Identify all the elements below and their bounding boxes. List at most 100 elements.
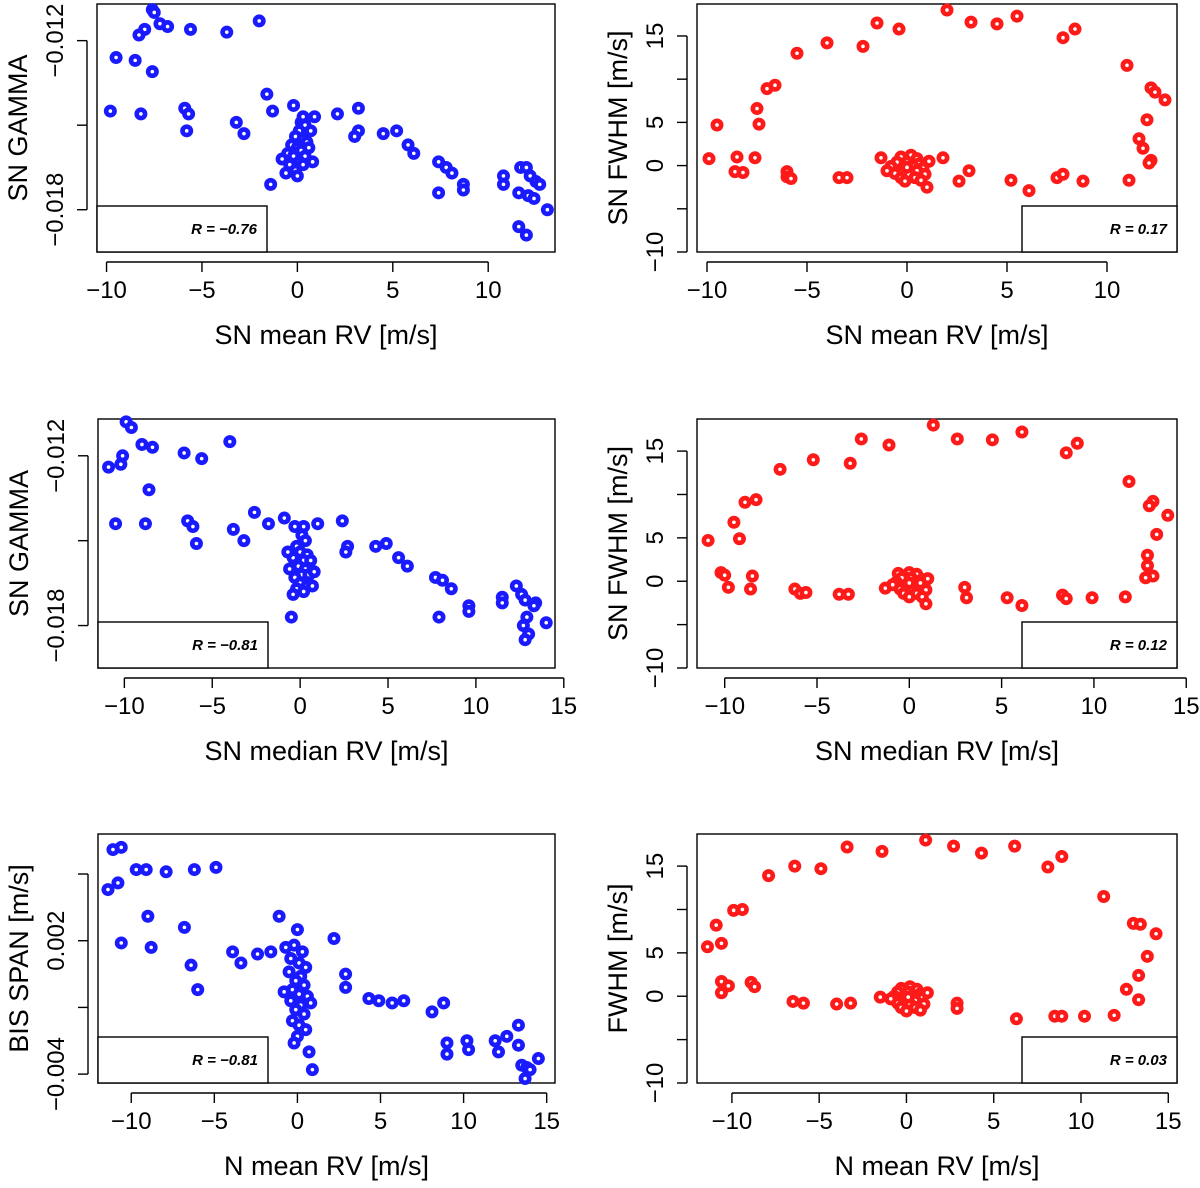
data-point-center (523, 598, 527, 602)
data-point-center (878, 995, 883, 999)
data-point-center (373, 544, 378, 549)
data-point-center (920, 595, 925, 599)
data-point-center (755, 106, 759, 111)
data-point-center (1165, 513, 1170, 518)
y-tick-label: −0.004 (43, 1037, 70, 1111)
data-point-center (114, 55, 118, 60)
data-point-center (957, 179, 961, 183)
data-point-center (766, 873, 771, 878)
y-tick-label: 5 (642, 116, 669, 129)
data-point-center (1145, 117, 1149, 122)
data-point-center (239, 961, 243, 965)
data-point-center (1123, 595, 1128, 599)
data-point-center (741, 170, 745, 175)
data-point-center (521, 623, 526, 628)
data-point-center (819, 866, 823, 871)
data-point-center (182, 451, 186, 455)
data-point-center (283, 945, 288, 950)
data-point-center (231, 527, 236, 532)
data-point-center (303, 538, 308, 543)
data-point-center (897, 27, 901, 31)
data-point-center (941, 156, 945, 160)
data-point-center (199, 456, 204, 461)
x-tick-label: −5 (199, 693, 226, 720)
panel-p1: −10 −5 0 5 10 −0.018 −0.012 SN mean RV [m/s] SN … (3, 3, 556, 350)
data-point-center (752, 984, 757, 989)
data-point-center (133, 58, 137, 63)
data-point-center (1153, 90, 1157, 94)
data-point-center (1112, 1013, 1116, 1018)
data-point-center (924, 601, 928, 606)
data-point-center (449, 586, 454, 591)
data-point-center (106, 465, 111, 469)
data-point-center (214, 865, 218, 870)
data-point-center (778, 467, 782, 472)
data-point-center (293, 524, 297, 529)
data-point-center (532, 196, 536, 201)
data-point-center (918, 581, 923, 585)
data-point-center (1154, 931, 1158, 936)
x-tick-label: −10 (712, 1108, 753, 1135)
data-point-center (291, 592, 295, 597)
data-point-center (524, 165, 529, 170)
x-tick-label: −10 (104, 693, 145, 720)
data-point-center (1145, 954, 1150, 959)
data-point-center (343, 972, 348, 976)
correlation-box (97, 621, 269, 669)
x-tick-label: 5 (386, 277, 399, 304)
data-point-center (757, 122, 761, 126)
x-tick-label: 15 (533, 1108, 560, 1135)
data-point-center (792, 864, 797, 868)
data-point-center (390, 1001, 394, 1005)
data-point-center (143, 521, 148, 526)
x-tick-label: 0 (291, 277, 304, 304)
data-point-center (1060, 854, 1064, 859)
data-point-center (861, 44, 865, 49)
correlation-label: R = 0.12 (1110, 637, 1168, 654)
data-point-center (1061, 172, 1065, 177)
data-point-center (528, 1067, 532, 1072)
data-point-center (302, 1012, 306, 1016)
x-axis-label: N mean RV [m/s] (834, 1151, 1039, 1181)
data-point-center (907, 581, 912, 585)
data-point-center (500, 601, 505, 605)
plot-frame (97, 833, 556, 1084)
x-axis-label: SN median RV [m/s] (815, 736, 1059, 766)
data-point-center (545, 207, 550, 212)
data-point-center (310, 1067, 315, 1072)
x-tick-label: 10 (1068, 1108, 1095, 1135)
data-point-center (883, 586, 888, 590)
data-point-center (234, 120, 239, 125)
correlation-label: R = −0.81 (192, 1052, 258, 1069)
data-point-center (291, 154, 296, 158)
data-point-center (195, 987, 200, 992)
plot-frame (696, 3, 1178, 253)
data-point-center (401, 998, 406, 1003)
data-point-center (951, 844, 956, 848)
data-point-center (1020, 430, 1024, 434)
correlation-box (1021, 205, 1178, 253)
x-tick-label: 10 (1081, 693, 1108, 720)
data-point-center (384, 541, 389, 546)
data-point-center (904, 1009, 909, 1013)
y-tick-label: 0 (642, 159, 669, 172)
data-point-center (312, 569, 316, 574)
data-point-center (731, 908, 736, 913)
data-point-center (288, 956, 293, 961)
data-point-center (931, 423, 936, 427)
data-point-center (536, 1056, 541, 1061)
data-point-center (955, 1006, 959, 1011)
data-point-center (297, 1023, 301, 1027)
data-point-center (885, 168, 889, 173)
data-point-center (879, 156, 883, 160)
y-tick-label: −10 (642, 232, 669, 273)
x-tick-label: −5 (803, 693, 830, 720)
data-point-center (754, 497, 758, 502)
y-tick-label: 0 (642, 990, 669, 1003)
y-tick-label: −0.012 (42, 4, 69, 78)
data-point-center (377, 998, 381, 1003)
correlation-label: R = 0.17 (1110, 221, 1168, 238)
data-point-center (461, 188, 466, 192)
data-point-center (119, 941, 124, 945)
data-point-center (182, 925, 187, 930)
